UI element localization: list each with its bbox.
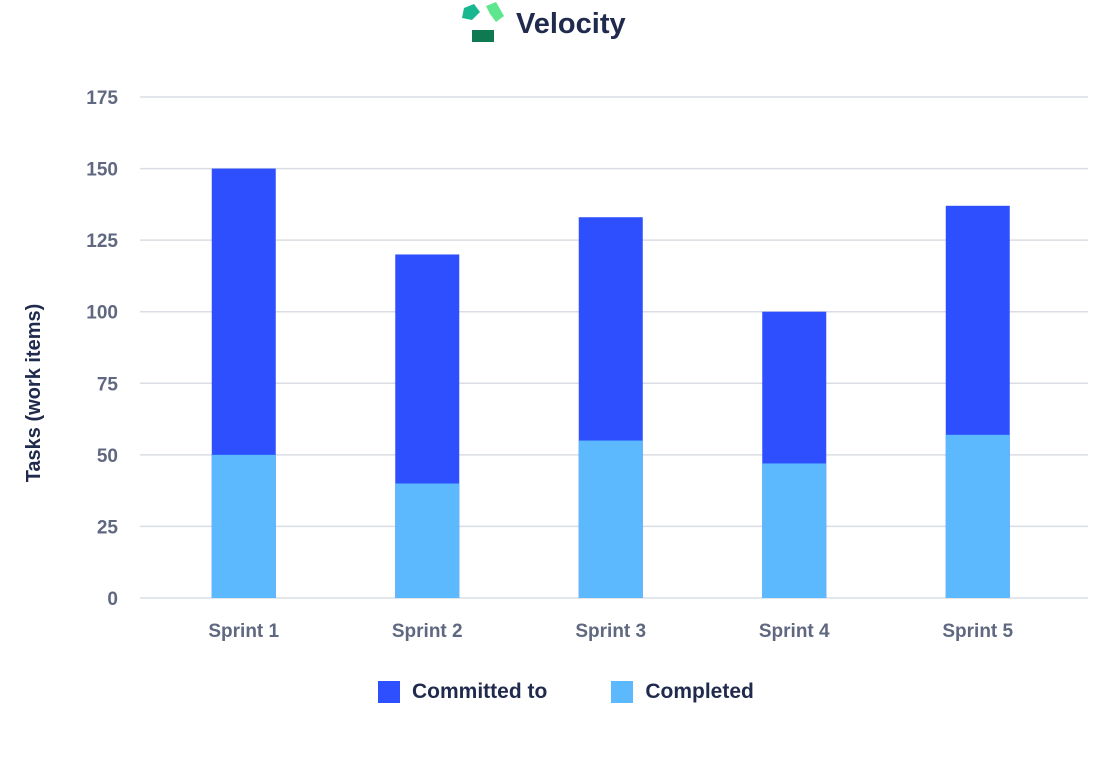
bar-completed xyxy=(762,463,827,598)
x-tick-label: Sprint 3 xyxy=(575,621,646,642)
y-tick-label: 125 xyxy=(86,231,118,252)
x-tick-label: Sprint 1 xyxy=(208,621,279,642)
legend-label-committed: Committed to xyxy=(412,680,548,703)
y-axis-label: Tasks (work items) xyxy=(23,304,45,483)
y-tick-label: 100 xyxy=(86,303,118,324)
bar-completed xyxy=(578,440,643,598)
y-tick-label: 0 xyxy=(107,589,118,610)
x-tick-label: Sprint 4 xyxy=(759,621,830,642)
legend-swatch-committed xyxy=(378,681,400,703)
y-tick-label: 75 xyxy=(97,374,119,395)
bar-completed xyxy=(211,454,276,598)
x-tick-label: Sprint 5 xyxy=(942,621,1013,642)
bar-completed xyxy=(945,434,1010,598)
chart-title-text: Velocity xyxy=(516,7,626,40)
legend: Committed to Completed xyxy=(378,680,754,704)
y-tick-label: 25 xyxy=(97,517,119,538)
velocity-logo-icon xyxy=(462,2,504,42)
y-tick-label: 175 xyxy=(86,88,118,109)
legend-swatch-completed xyxy=(611,681,634,703)
legend-item-committed: Committed to xyxy=(378,680,547,704)
x-tick-label: Sprint 2 xyxy=(392,621,463,642)
bar-completed xyxy=(395,483,460,598)
y-tick-label: 50 xyxy=(97,446,118,467)
legend-label-completed: Completed xyxy=(645,680,754,703)
y-tick-label: 150 xyxy=(86,160,118,181)
legend-item-completed: Completed xyxy=(611,680,754,704)
chart-title: Velocity xyxy=(458,2,626,46)
